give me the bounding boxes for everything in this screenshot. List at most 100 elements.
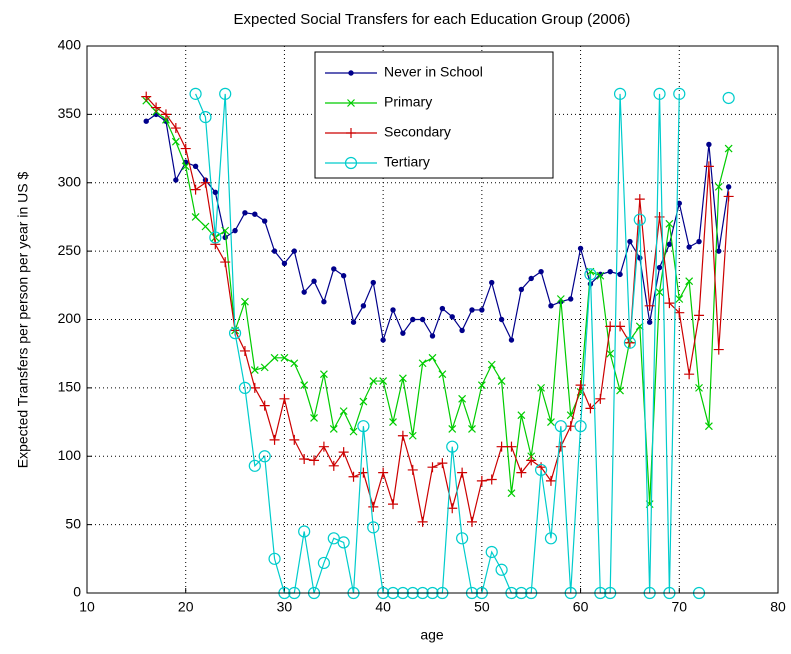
- marker: [318, 441, 329, 452]
- marker: [674, 307, 685, 318]
- marker: [337, 536, 350, 549]
- marker: [654, 211, 665, 222]
- marker: [596, 271, 605, 280]
- marker: [565, 421, 576, 432]
- marker: [328, 460, 339, 471]
- marker: [261, 218, 268, 224]
- marker: [653, 87, 666, 100]
- marker: [249, 382, 260, 393]
- marker: [458, 394, 467, 403]
- x-axis-label: age: [420, 627, 444, 643]
- marker: [418, 359, 427, 368]
- marker: [703, 161, 714, 172]
- marker: [517, 411, 526, 420]
- marker: [189, 87, 202, 100]
- marker: [486, 474, 497, 485]
- marker: [301, 289, 307, 295]
- marker: [348, 471, 359, 482]
- marker: [544, 532, 558, 545]
- marker: [210, 239, 221, 250]
- legend-label: Primary: [384, 94, 432, 110]
- marker: [228, 327, 242, 340]
- marker: [646, 319, 653, 325]
- grid: 10 20 30 40 50 60 70 80 0 50 100 150 200 250 300 350 400: [58, 37, 786, 615]
- marker: [577, 245, 584, 252]
- marker: [459, 327, 465, 334]
- marker: [400, 330, 406, 336]
- marker: [290, 359, 299, 368]
- marker: [548, 303, 554, 309]
- marker: [291, 248, 297, 254]
- marker: [270, 353, 279, 362]
- marker: [485, 545, 498, 559]
- plot-area: [141, 87, 735, 600]
- marker: [714, 182, 723, 191]
- marker: [242, 210, 248, 216]
- legend: Never in School Primary Secondary Tertiary: [314, 51, 554, 179]
- marker: [655, 288, 664, 297]
- marker: [259, 400, 270, 411]
- marker: [694, 310, 705, 321]
- marker: [613, 87, 627, 100]
- marker: [508, 337, 515, 343]
- marker: [370, 279, 376, 286]
- marker: [585, 403, 596, 414]
- y-tick-label: 0: [73, 584, 81, 600]
- marker: [595, 393, 606, 404]
- marker: [378, 467, 389, 478]
- marker: [616, 386, 624, 395]
- marker: [241, 297, 249, 306]
- marker: [280, 353, 289, 362]
- marker: [271, 248, 278, 254]
- marker: [238, 381, 252, 394]
- marker: [258, 450, 271, 463]
- marker: [635, 322, 644, 331]
- y-tick-label: 350: [58, 105, 82, 121]
- marker: [268, 552, 281, 565]
- marker: [675, 295, 684, 303]
- marker: [466, 516, 477, 527]
- marker: [495, 563, 508, 576]
- marker: [388, 499, 399, 510]
- marker: [181, 162, 190, 171]
- marker: [574, 420, 587, 433]
- y-axis-label: Expected Transfers per person per year i…: [15, 172, 31, 469]
- marker: [545, 475, 556, 486]
- marker: [380, 337, 386, 343]
- marker: [348, 70, 354, 76]
- marker: [300, 381, 309, 390]
- x-tick-label: 30: [277, 599, 293, 615]
- marker: [173, 177, 179, 183]
- marker: [656, 264, 663, 271]
- marker: [476, 475, 487, 486]
- marker: [606, 349, 615, 358]
- x-tick-label: 60: [573, 599, 589, 615]
- marker: [344, 156, 358, 170]
- marker: [506, 441, 517, 452]
- marker: [260, 363, 269, 372]
- marker: [538, 268, 544, 275]
- marker: [477, 381, 486, 390]
- x-tick-label: 80: [770, 599, 786, 615]
- marker: [725, 184, 732, 190]
- marker: [359, 397, 368, 406]
- marker: [151, 102, 162, 113]
- marker: [704, 422, 713, 431]
- marker: [379, 377, 388, 385]
- marker: [170, 123, 181, 134]
- marker: [329, 424, 338, 433]
- marker: [498, 316, 505, 323]
- marker: [180, 143, 191, 154]
- marker: [250, 366, 259, 375]
- marker: [211, 233, 220, 242]
- marker: [310, 414, 318, 422]
- marker: [191, 213, 200, 221]
- marker: [448, 424, 457, 433]
- y-tick-label: 300: [58, 173, 82, 189]
- marker: [534, 463, 548, 477]
- marker: [346, 128, 356, 138]
- marker: [171, 137, 180, 146]
- marker: [232, 227, 238, 234]
- marker: [349, 427, 358, 436]
